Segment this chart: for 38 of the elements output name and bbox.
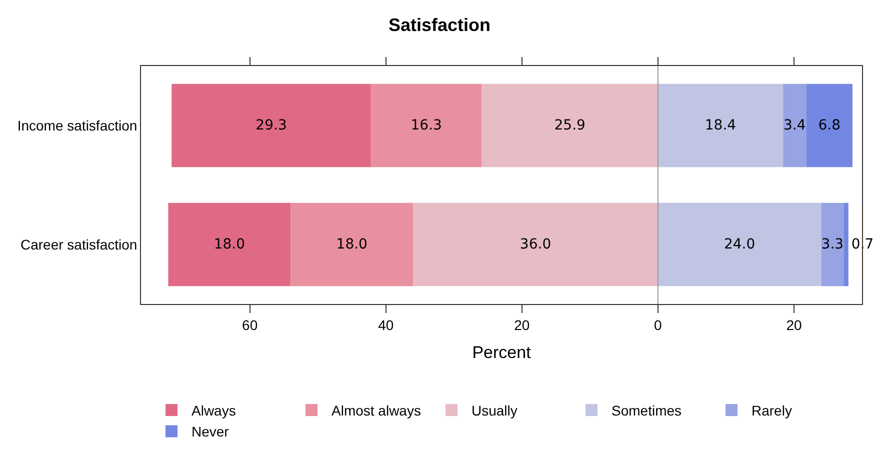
bar [168, 202, 291, 286]
data-label: 3.3 [821, 236, 844, 252]
data-label: 16.3 [410, 118, 442, 134]
data-label: 25.9 [554, 118, 586, 134]
legend-label: Almost always [332, 402, 421, 418]
x-tick-label: 40 [378, 316, 394, 333]
legend-label: Usually [472, 402, 518, 418]
bar [658, 202, 822, 286]
bar [482, 84, 658, 168]
legend-label: Always [192, 402, 236, 418]
bar [413, 202, 658, 286]
bar [821, 202, 844, 286]
data-label: 18.0 [214, 236, 246, 252]
data-label: 18.0 [336, 236, 368, 252]
x-tick-label: 60 [242, 316, 258, 333]
legend-label: Rarely [752, 402, 792, 418]
bar [783, 84, 806, 168]
x-tick-label: 20 [786, 316, 802, 333]
x-tick-label: 20 [514, 316, 530, 333]
legend-label: Sometimes [612, 402, 682, 418]
y-tick-label: Income satisfaction [17, 117, 138, 134]
data-label: 6.8 [818, 118, 840, 134]
data-label: 29.3 [256, 118, 287, 134]
chart-title: Satisfaction [388, 14, 491, 35]
x-tick-label: 0 [654, 316, 662, 333]
legend-label: Never [192, 424, 230, 440]
bar [290, 202, 414, 286]
y-tick-label: Career satisfaction [20, 236, 138, 252]
bar [172, 84, 371, 168]
data-label: 36.0 [520, 236, 552, 252]
data-label: 3.4 [783, 118, 806, 134]
bar [658, 84, 784, 168]
bar [844, 202, 848, 286]
x-axis-title: Percent [472, 343, 532, 362]
data-label: 24.0 [724, 236, 756, 252]
data-label: 18.4 [704, 118, 736, 134]
bar [806, 84, 852, 168]
bar [370, 84, 482, 168]
